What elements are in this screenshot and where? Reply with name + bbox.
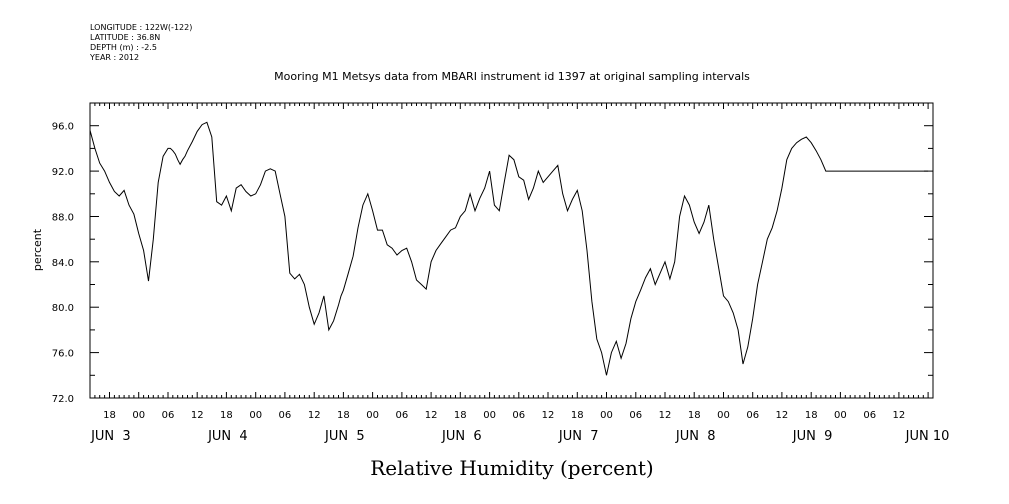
- x-date-label: JUN 3: [90, 429, 131, 444]
- x-date-label: JUN 5: [324, 429, 365, 444]
- x-hour-label: 00: [249, 410, 262, 421]
- x-hour-label: 18: [454, 410, 467, 421]
- x-date-label: JUN 9: [792, 429, 833, 444]
- y-tick-label: 88.0: [52, 213, 74, 224]
- x-hour-label: 18: [103, 410, 116, 421]
- y-tick-label: 92.0: [52, 167, 74, 178]
- x-hour-label: 12: [542, 410, 555, 421]
- x-hour-label: 06: [279, 410, 292, 421]
- x-hour-label: 00: [834, 410, 847, 421]
- x-hour-label: 12: [425, 410, 438, 421]
- x-date-label: JUN 8: [675, 429, 716, 444]
- x-axis-label: Relative Humidity (percent): [370, 456, 653, 480]
- x-date-labels: JUN 3 JUN 4 JUN 5 JUN 6 JUN 7 JUN 8 JUN 9 JUN 1…: [90, 429, 949, 444]
- longitude-line: LONGITUDE : 122W(-122): [90, 23, 192, 32]
- info-block: LONGITUDE : 122W(-122) LATITUDE : 36.8N …: [89, 23, 192, 62]
- x-hour-label: 00: [483, 410, 496, 421]
- x-hour-label: 12: [659, 410, 672, 421]
- x-hour-label: 00: [132, 410, 145, 421]
- year-line: YEAR : 2012: [89, 53, 139, 62]
- x-hour-label: 12: [308, 410, 321, 421]
- x-hour-label: 12: [191, 410, 204, 421]
- x-hour-label: 00: [717, 410, 730, 421]
- x-hour-label: 06: [162, 410, 175, 421]
- x-date-label: JUN 7: [558, 429, 599, 444]
- y-tick-label: 80.0: [52, 303, 74, 314]
- x-hour-label: 18: [337, 410, 350, 421]
- x-date-label: JUN 4: [207, 429, 248, 444]
- x-hour-label: 06: [396, 410, 409, 421]
- chart-title: Mooring M1 Metsys data from MBARI instru…: [274, 70, 750, 83]
- x-hour-label: 06: [746, 410, 759, 421]
- depth-line: DEPTH (m) : -2.5: [90, 43, 157, 52]
- x-hour-label: 18: [571, 410, 584, 421]
- x-date-label: JUN 10: [905, 429, 950, 444]
- y-tick-labels: 96.0 92.0 88.0 84.0 80.0 76.0 72.0: [52, 122, 74, 405]
- x-hour-label: 00: [600, 410, 613, 421]
- x-hour-label: 18: [805, 410, 818, 421]
- x-hour-label: 00: [366, 410, 379, 421]
- x-hour-label: 18: [688, 410, 701, 421]
- axis-ticks: [89, 102, 934, 399]
- plot-frame: [89, 102, 934, 399]
- x-hour-label: 06: [863, 410, 876, 421]
- x-hour-labels: 18 00 06 12 18 00 06 12 18 00 06 12 18 00 06 12 18 00 06 12…: [103, 410, 905, 421]
- x-hour-label: 06: [629, 410, 642, 421]
- latitude-line: LATITUDE : 36.8N: [90, 33, 160, 42]
- y-tick-label: 84.0: [52, 258, 74, 269]
- x-date-label: JUN 6: [441, 429, 482, 444]
- x-hour-label: 06: [512, 410, 525, 421]
- y-tick-label: 76.0: [52, 349, 74, 360]
- x-hour-label: 12: [893, 410, 906, 421]
- y-tick-label: 72.0: [52, 394, 74, 405]
- humidity-series-line: [89, 121, 929, 376]
- y-tick-label: 96.0: [52, 122, 74, 133]
- x-hour-label: 18: [220, 410, 233, 421]
- y-axis-label: percent: [31, 228, 44, 271]
- x-hour-label: 12: [776, 410, 789, 421]
